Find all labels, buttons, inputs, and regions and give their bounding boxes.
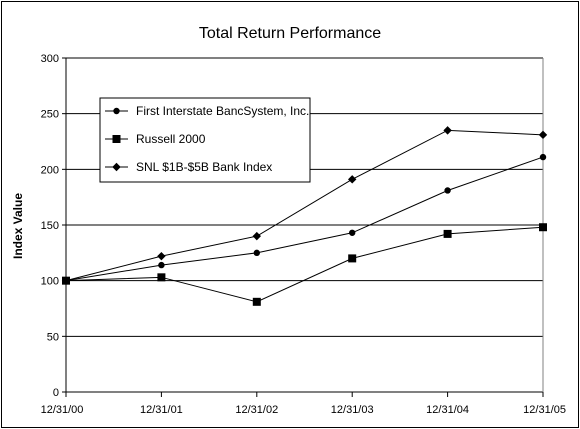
series-line-first-interstate-bancsystem-inc (65, 156, 544, 282)
data-point-snl-1b-5b-bank-index (61, 276, 71, 285)
data-point-snl-1b-5b-bank-index (157, 251, 166, 261)
data-point-snl-1b-5b-bank-index (538, 130, 548, 140)
legend-marker (112, 135, 121, 143)
legend-entry: SNL $1B-$5B Bank Index (136, 160, 272, 174)
x-tick-label: 12/31/04 (426, 404, 469, 416)
data-point-first-interstate-bancsystem-inc (253, 249, 260, 257)
data-point-russell-2000 (539, 223, 547, 232)
data-point-russell-2000 (348, 254, 357, 263)
legend-marker (113, 107, 120, 115)
chart-title: Total Return Performance (199, 25, 381, 42)
x-tick-label: 12/31/02 (235, 404, 278, 416)
x-tick-label: 12/31/03 (331, 404, 374, 416)
data-point-first-interstate-bancsystem-inc (158, 261, 165, 269)
series-line-snl-1b-5b-bank-index (65, 129, 544, 282)
y-tick-label: 300 (41, 53, 59, 65)
legend-box (99, 97, 311, 183)
x-tick-label: 12/31/00 (41, 404, 84, 416)
x-tick-label: 12/31/01 (140, 404, 183, 416)
y-tick-label: 100 (41, 276, 59, 288)
data-point-snl-1b-5b-bank-index (252, 231, 261, 241)
y-tick-label: 250 (41, 109, 59, 121)
x-tick-label: 12/31/05 (523, 404, 566, 416)
series-line-russell-2000 (65, 226, 544, 303)
data-point-first-interstate-bancsystem-inc (444, 187, 451, 194)
data-point-first-interstate-bancsystem-inc (539, 153, 547, 161)
legend-entry: First Interstate BancSystem, Inc. (136, 104, 309, 118)
data-point-russell-2000 (252, 297, 261, 306)
data-point-russell-2000 (157, 273, 166, 282)
legend-entry: Russell 2000 (136, 132, 206, 146)
data-point-russell-2000 (443, 229, 452, 238)
data-point-first-interstate-bancsystem-inc (349, 229, 356, 236)
y-tick-label: 50 (47, 331, 59, 343)
y-tick-label: 0 (53, 387, 59, 399)
y-axis-label: Index Value (11, 193, 25, 259)
data-point-snl-1b-5b-bank-index (348, 175, 357, 184)
legend: First Interstate BancSystem, Inc. Russell… (99, 97, 311, 183)
y-tick-label: 200 (41, 164, 59, 176)
data-point-snl-1b-5b-bank-index (443, 126, 452, 135)
y-tick-label: 150 (41, 220, 59, 232)
legend-marker (112, 162, 121, 172)
